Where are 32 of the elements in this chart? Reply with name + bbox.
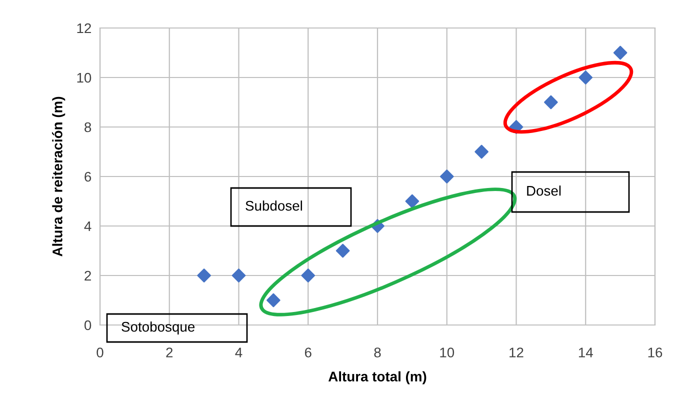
point — [336, 244, 350, 258]
point — [578, 70, 593, 84]
y-tick-label: 6 — [84, 172, 92, 182]
annotation: Subdosel — [246, 200, 302, 211]
point — [613, 46, 628, 60]
x-tick-label: 6 — [304, 348, 312, 358]
x-tick-label: 4 — [235, 348, 242, 358]
x-tick-label: 12 — [510, 348, 524, 358]
point — [440, 170, 454, 184]
x-tick-label: 16 — [648, 348, 662, 358]
y-tick-label: 2 — [84, 270, 91, 281]
x-axis-title: Altura total (m) — [328, 371, 426, 384]
y-tick-label: 12 — [77, 23, 91, 34]
y-tick-label: 4 — [84, 221, 92, 232]
x-tick-label: 14 — [578, 348, 593, 358]
point — [544, 95, 558, 110]
annotation: Sotobosque — [122, 322, 195, 334]
point — [266, 293, 280, 308]
x-tick-label: 10 — [440, 348, 454, 358]
point — [301, 268, 316, 282]
x-tick-label: 8 — [374, 348, 381, 358]
y-tick-label: 10 — [77, 72, 92, 83]
point — [232, 268, 246, 282]
x-tick-label: 0 — [96, 348, 104, 358]
y-axis-title: Altura de reiteración (m) — [52, 96, 66, 256]
annotation: Dosel — [527, 186, 561, 196]
x-tick-label: 2 — [166, 348, 173, 358]
point — [405, 194, 420, 208]
y-tick-label: 8 — [84, 122, 92, 132]
y-tick-label: 0 — [84, 320, 92, 330]
point — [474, 144, 488, 159]
point — [197, 268, 211, 282]
